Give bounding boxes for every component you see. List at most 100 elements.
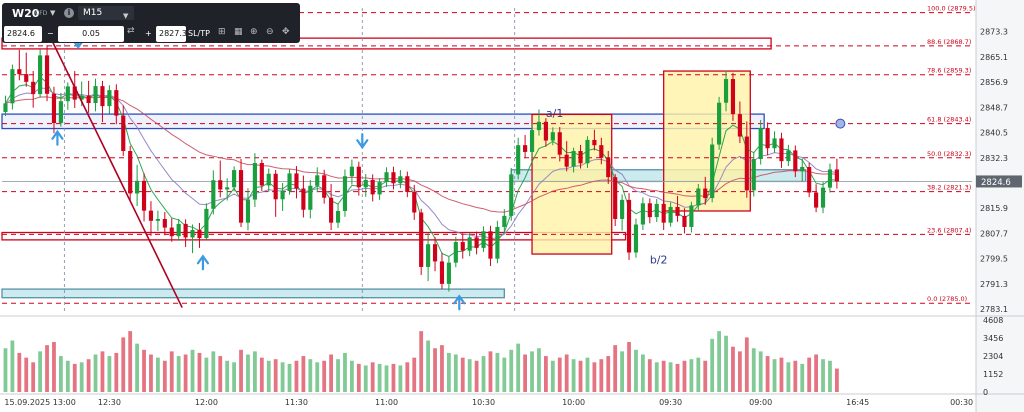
- candle-body: [24, 74, 29, 82]
- candle-body: [834, 169, 839, 182]
- zoom-in-icon[interactable]: ⊕: [250, 27, 258, 37]
- up-arrow-icon: [453, 294, 466, 311]
- zoom-out-icon[interactable]: ⊖: [266, 27, 274, 37]
- candle-body: [606, 157, 611, 178]
- sl-tp-button[interactable]: SL/TP: [188, 29, 210, 38]
- candle-body: [100, 86, 105, 107]
- volume-tick-label: 3456: [983, 334, 1003, 343]
- candle-body: [190, 230, 195, 238]
- candle-body: [93, 86, 98, 104]
- price-tick-label: 2832.3: [980, 154, 1008, 163]
- wave-label: a/1: [546, 107, 563, 120]
- candle-body: [613, 177, 618, 219]
- candle-body: [578, 151, 583, 164]
- down-arrow-icon: [356, 133, 369, 150]
- candle-body: [502, 215, 507, 227]
- candle-body: [162, 218, 167, 228]
- candle-body: [765, 127, 770, 149]
- candle-body: [807, 166, 812, 193]
- candle-body: [44, 55, 50, 94]
- candle-body: [827, 169, 833, 188]
- info-icon[interactable]: i: [64, 8, 74, 18]
- candle-body: [814, 192, 819, 208]
- lot-decrease-button[interactable]: −: [47, 29, 54, 38]
- candle-body: [405, 176, 410, 192]
- move-icon[interactable]: ✥: [282, 27, 290, 37]
- candle-body: [793, 150, 798, 172]
- candle-body: [509, 174, 514, 216]
- candle-body: [571, 151, 576, 167]
- candle-body: [245, 199, 251, 223]
- symbol-label[interactable]: W20: [12, 7, 40, 20]
- candle-body: [204, 208, 209, 239]
- candle-body: [675, 206, 680, 216]
- candle-body: [779, 138, 784, 162]
- candle-body: [294, 173, 299, 189]
- fib-level-label: 88.6 (2868.7): [927, 38, 971, 46]
- candle-body: [523, 145, 528, 152]
- candle-body: [141, 180, 147, 211]
- wave-label: b/2: [650, 253, 668, 266]
- price-tick-label: 2807.7: [980, 229, 1008, 238]
- lot-size-input[interactable]: 0.05: [58, 26, 124, 42]
- candle-body: [474, 237, 479, 248]
- chart-icon[interactable]: ▦: [234, 27, 243, 37]
- candle-body: [183, 223, 188, 238]
- axes-layer: 2873.3 2865.1 2856.9 2848.7 2840.5 2832.3 2824…: [4, 28, 1022, 407]
- bottom-cyan-zone: [1, 288, 505, 299]
- candle-body: [772, 138, 777, 149]
- candle-body: [377, 182, 382, 195]
- alert-marker: [835, 118, 846, 129]
- fib-level-label: 100.0 (2879.5): [927, 5, 976, 13]
- grid-icon[interactable]: ⊞: [218, 27, 226, 37]
- yellow-box-b: [663, 70, 751, 212]
- candle-body: [155, 218, 160, 221]
- candle-body: [654, 203, 659, 218]
- candle-body: [689, 205, 694, 227]
- price-tick-label: 2856.9: [980, 78, 1008, 87]
- candle-body: [356, 166, 361, 188]
- volume-layer: [3, 331, 839, 392]
- buy-price-field[interactable]: 2827.3: [156, 26, 187, 42]
- symbol-dropdown-icon[interactable]: ▼: [50, 9, 56, 17]
- lot-increase-button[interactable]: +: [145, 29, 152, 38]
- up-arrow-icon: [51, 129, 64, 146]
- price-tick-label: 2783.1: [980, 305, 1008, 314]
- candle-body: [218, 180, 223, 190]
- time-tick-label: 09:00: [749, 398, 772, 407]
- price-tick-label: 2848.7: [980, 103, 1008, 112]
- zones-layer: [1, 37, 807, 299]
- symbol-type-label: CFD: [35, 10, 48, 17]
- volume-tick-label: 2304: [983, 352, 1003, 361]
- price-axis-background: [976, 0, 1024, 412]
- current-price-badge-label: 2824.6: [981, 178, 1011, 188]
- candle-body: [419, 212, 424, 267]
- candle-body: [398, 176, 403, 184]
- sell-price-field[interactable]: 2824.6: [4, 26, 42, 42]
- time-tick-label: 11:00: [375, 398, 398, 407]
- trade-toolbar: W20 CFD ▼ i M15 ▼ 2824.6 − 0.05 ⇄ + 2827.…: [2, 3, 300, 43]
- candle-body: [363, 179, 368, 188]
- reverse-icon[interactable]: ⇄: [127, 26, 135, 36]
- candle-body: [543, 121, 548, 141]
- timeframe-dropdown-icon: ▼: [123, 12, 129, 20]
- candle-body: [79, 95, 84, 100]
- fib-level-label: 78.6 (2859.3): [927, 67, 971, 75]
- candle-body: [335, 210, 341, 223]
- candle-body: [391, 172, 396, 184]
- candle-body: [564, 154, 569, 167]
- candle-body: [620, 199, 625, 219]
- candle-body: [211, 180, 216, 209]
- fib-level-label: 0.0 (2785.0): [927, 295, 967, 303]
- candle-body: [197, 230, 202, 239]
- candle-body: [682, 215, 687, 227]
- candle-body: [599, 145, 604, 158]
- timeframe-selector[interactable]: M15 ▼: [78, 6, 134, 20]
- time-tick-label: 10:00: [562, 398, 585, 407]
- candle-body: [349, 166, 354, 177]
- candle-body: [453, 242, 458, 263]
- volume-tick-label: 0: [983, 388, 988, 397]
- time-tick-label: 10:30: [472, 398, 495, 407]
- candle-body: [315, 175, 320, 186]
